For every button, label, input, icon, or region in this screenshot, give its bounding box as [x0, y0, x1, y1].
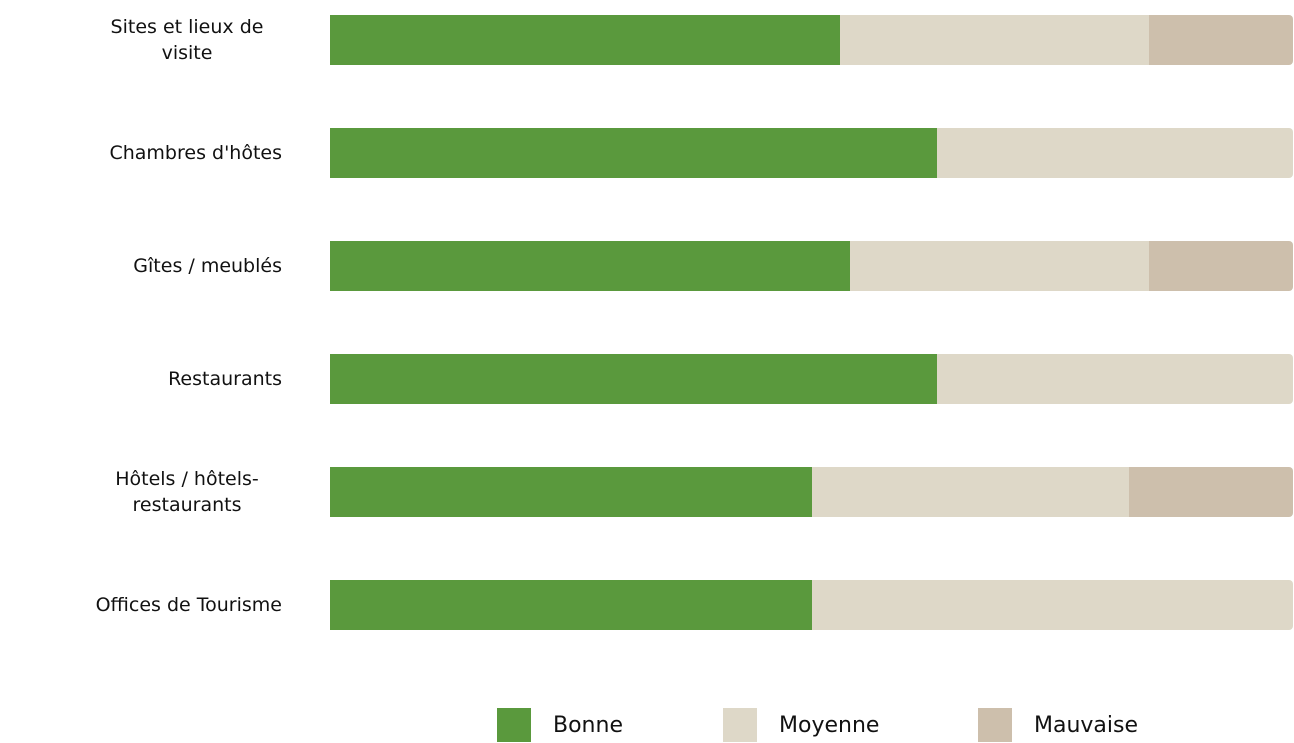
bar-segment: [936, 128, 1293, 178]
bar-segment: [1148, 241, 1293, 291]
category-text: Offices de Tourisme: [95, 594, 282, 616]
legend-item: Mauvaise: [978, 708, 1138, 742]
bar-segment: [330, 354, 937, 404]
bar-segment: [1148, 15, 1293, 65]
bar: [330, 354, 1293, 404]
bar-segment: [330, 467, 812, 517]
bar-segment: [330, 580, 812, 630]
legend-swatch: [978, 708, 1012, 742]
category-label: Gîtes / meublés: [0, 236, 282, 296]
bar: [330, 128, 1293, 178]
bar-segment: [330, 128, 937, 178]
category-label: Offices de Tourisme: [0, 575, 282, 635]
category-text: Hôtels / hôtels-restaurants: [115, 468, 259, 516]
bar: [330, 467, 1293, 517]
bar-segment: [330, 15, 841, 65]
legend-swatch: [497, 708, 531, 742]
legend-item: Bonne: [497, 708, 623, 742]
legend-label: Mauvaise: [1034, 712, 1139, 738]
category-label: Hôtels / hôtels-restaurants: [0, 462, 282, 522]
bar-segment: [936, 354, 1293, 404]
bar-segment: [811, 580, 1293, 630]
legend-label: Moyenne: [779, 712, 880, 738]
category-text: Chambres d'hôtes: [109, 142, 282, 164]
bar: [330, 580, 1293, 630]
legend-item: Moyenne: [723, 708, 879, 742]
category-label: Restaurants: [0, 349, 282, 409]
category-text: Gîtes / meublés: [133, 255, 282, 277]
category-label: Sites et lieux de visite: [0, 10, 282, 70]
bar: [330, 15, 1293, 65]
bar-segment: [330, 241, 851, 291]
category-text: Sites et lieux de visite: [110, 16, 264, 64]
bar-segment: [811, 467, 1130, 517]
legend-swatch: [723, 708, 757, 742]
legend-label: Bonne: [553, 712, 623, 738]
bar-segment: [850, 241, 1149, 291]
category-label: Chambres d'hôtes: [0, 123, 282, 183]
category-text: Restaurants: [168, 368, 282, 390]
bar-segment: [1129, 467, 1293, 517]
bar: [330, 241, 1293, 291]
bar-segment: [840, 15, 1149, 65]
